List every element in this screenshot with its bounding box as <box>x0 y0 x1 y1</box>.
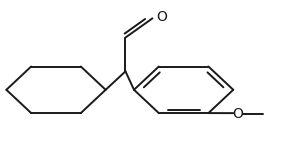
Text: O: O <box>156 10 167 24</box>
Text: O: O <box>232 107 243 121</box>
